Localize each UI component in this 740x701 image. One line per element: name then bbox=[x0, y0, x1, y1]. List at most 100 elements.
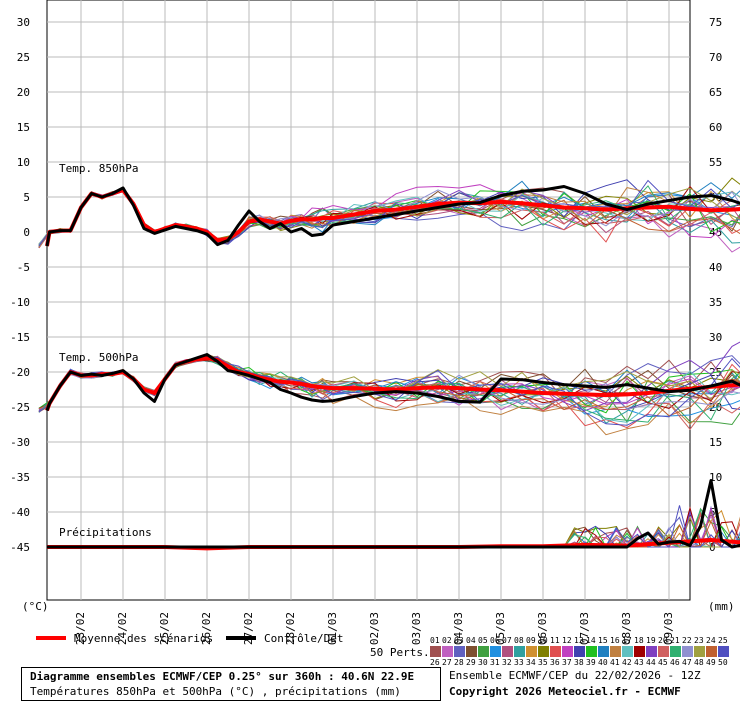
perts-swatch bbox=[502, 646, 513, 657]
perts-code-top: 18 bbox=[634, 636, 644, 645]
perts-code-top: 13 bbox=[574, 636, 584, 645]
x-date-label: 24/02 bbox=[116, 612, 129, 645]
right-tick-label: 35 bbox=[709, 296, 722, 309]
right-tick-label: 30 bbox=[709, 331, 722, 344]
x-date-label: 01/03 bbox=[326, 612, 339, 645]
perts-swatch bbox=[430, 646, 441, 657]
perts-swatch bbox=[538, 646, 549, 657]
perts-code-bottom: 40 bbox=[598, 658, 608, 667]
perts-code-bottom: 38 bbox=[574, 658, 584, 667]
perts-swatch bbox=[442, 646, 453, 657]
perts-code-top: 11 bbox=[550, 636, 560, 645]
perts-code-bottom: 41 bbox=[610, 658, 620, 667]
control-line-t850 bbox=[45, 185, 740, 247]
x-date-label: 05/03 bbox=[494, 612, 507, 645]
left-tick-label: 5 bbox=[23, 191, 30, 204]
right-tick-label: 55 bbox=[709, 156, 722, 169]
perts-code-bottom: 47 bbox=[682, 658, 692, 667]
control-line-t500 bbox=[45, 353, 740, 412]
perts-code-top: 20 bbox=[658, 636, 668, 645]
perts-code-bottom: 44 bbox=[646, 658, 656, 667]
perts-code-top: 14 bbox=[586, 636, 596, 645]
perts-swatch bbox=[574, 646, 585, 657]
perts-swatch bbox=[478, 646, 489, 657]
perts-code-top: 07 bbox=[502, 636, 512, 645]
x-date-label: 07/03 bbox=[578, 612, 591, 645]
x-date-label: 03/03 bbox=[410, 612, 423, 645]
perts-code-bottom: 49 bbox=[706, 658, 716, 667]
perts-swatch bbox=[694, 646, 705, 657]
perts-code-top: 03 bbox=[454, 636, 464, 645]
perts-swatch bbox=[454, 646, 465, 657]
perts-code-bottom: 39 bbox=[586, 658, 596, 667]
perts-swatch bbox=[514, 646, 525, 657]
perts-code-top: 05 bbox=[478, 636, 488, 645]
perts-swatch bbox=[610, 646, 621, 657]
perts-swatch bbox=[634, 646, 645, 657]
x-date-label: 27/02 bbox=[242, 612, 255, 645]
right-tick-label: 40 bbox=[709, 261, 722, 274]
perts-code-bottom: 46 bbox=[670, 658, 680, 667]
perts-code-bottom: 36 bbox=[550, 658, 560, 667]
left-tick-label: -10 bbox=[10, 296, 30, 309]
footer-title-box: Diagramme ensembles ECMWF/CEP 0.25° sur … bbox=[21, 667, 441, 701]
perts-code-top: 08 bbox=[514, 636, 524, 645]
right-axis-unit: (mm) bbox=[708, 600, 735, 613]
footer-run-info: Ensemble ECMWF/CEP du 22/02/2026 - 12Z bbox=[449, 669, 701, 682]
x-date-label: 28/02 bbox=[284, 612, 297, 645]
left-tick-label: 30 bbox=[17, 16, 30, 29]
perts-code-top: 12 bbox=[562, 636, 572, 645]
right-tick-label: 60 bbox=[709, 121, 722, 134]
perts-code-bottom: 28 bbox=[454, 658, 464, 667]
right-tick-label: 75 bbox=[709, 16, 722, 29]
right-tick-label: 65 bbox=[709, 86, 722, 99]
x-date-label: 02/03 bbox=[368, 612, 381, 645]
footer-copyright: Copyright 2026 Meteociel.fr - ECMWF bbox=[449, 685, 681, 698]
left-axis-unit: (°C) bbox=[22, 600, 49, 613]
perts-code-top: 22 bbox=[682, 636, 692, 645]
perts-code-bottom: 37 bbox=[562, 658, 572, 667]
x-date-label: 04/03 bbox=[452, 612, 465, 645]
perts-code-bottom: 43 bbox=[634, 658, 644, 667]
perts-code-top: 01 bbox=[430, 636, 440, 645]
perts-code-top: 15 bbox=[598, 636, 608, 645]
footer-subtitle: Températures 850hPa et 500hPa (°C) , pré… bbox=[30, 685, 401, 698]
x-date-label: 23/02 bbox=[74, 612, 87, 645]
left-tick-label: -25 bbox=[10, 401, 30, 414]
left-tick-label: -5 bbox=[17, 261, 30, 274]
perts-swatch bbox=[706, 646, 717, 657]
perts-code-bottom: 48 bbox=[694, 658, 704, 667]
perts-code-top: 10 bbox=[538, 636, 548, 645]
perts-swatch bbox=[598, 646, 609, 657]
perts-code-top: 23 bbox=[694, 636, 704, 645]
perts-swatch bbox=[622, 646, 633, 657]
legend-perts-label: 50 Perts. bbox=[370, 646, 430, 659]
perts-swatch bbox=[550, 646, 561, 657]
left-tick-label: -40 bbox=[10, 506, 30, 519]
right-tick-label: 70 bbox=[709, 51, 722, 64]
perts-code-bottom: 45 bbox=[658, 658, 668, 667]
footer-title: Diagramme ensembles ECMWF/CEP 0.25° sur … bbox=[30, 670, 415, 683]
perts-code-top: 25 bbox=[718, 636, 728, 645]
left-tick-label: -30 bbox=[10, 436, 30, 449]
perts-swatch bbox=[562, 646, 573, 657]
left-tick-label: 15 bbox=[17, 121, 30, 134]
perts-code-bottom: 42 bbox=[622, 658, 632, 667]
x-date-label: 25/02 bbox=[158, 612, 171, 645]
perts-code-top: 02 bbox=[442, 636, 452, 645]
perts-swatch bbox=[658, 646, 669, 657]
perts-swatch bbox=[526, 646, 537, 657]
perts-code-bottom: 26 bbox=[430, 658, 440, 667]
legend-mean-label: Moyenne des scénarios bbox=[74, 632, 214, 645]
perts-swatch bbox=[682, 646, 693, 657]
legend-control-label: Contrôle/Det bbox=[264, 632, 344, 645]
x-date-label: 09/03 bbox=[662, 612, 675, 645]
control-line-precip bbox=[47, 479, 740, 549]
plot-frame bbox=[46, 0, 691, 601]
x-date-label: 26/02 bbox=[200, 612, 213, 645]
panel-label-precip: Précipitations bbox=[59, 526, 152, 539]
perts-code-top: 04 bbox=[466, 636, 476, 645]
perts-code-bottom: 27 bbox=[442, 658, 452, 667]
left-tick-label: -35 bbox=[10, 471, 30, 484]
